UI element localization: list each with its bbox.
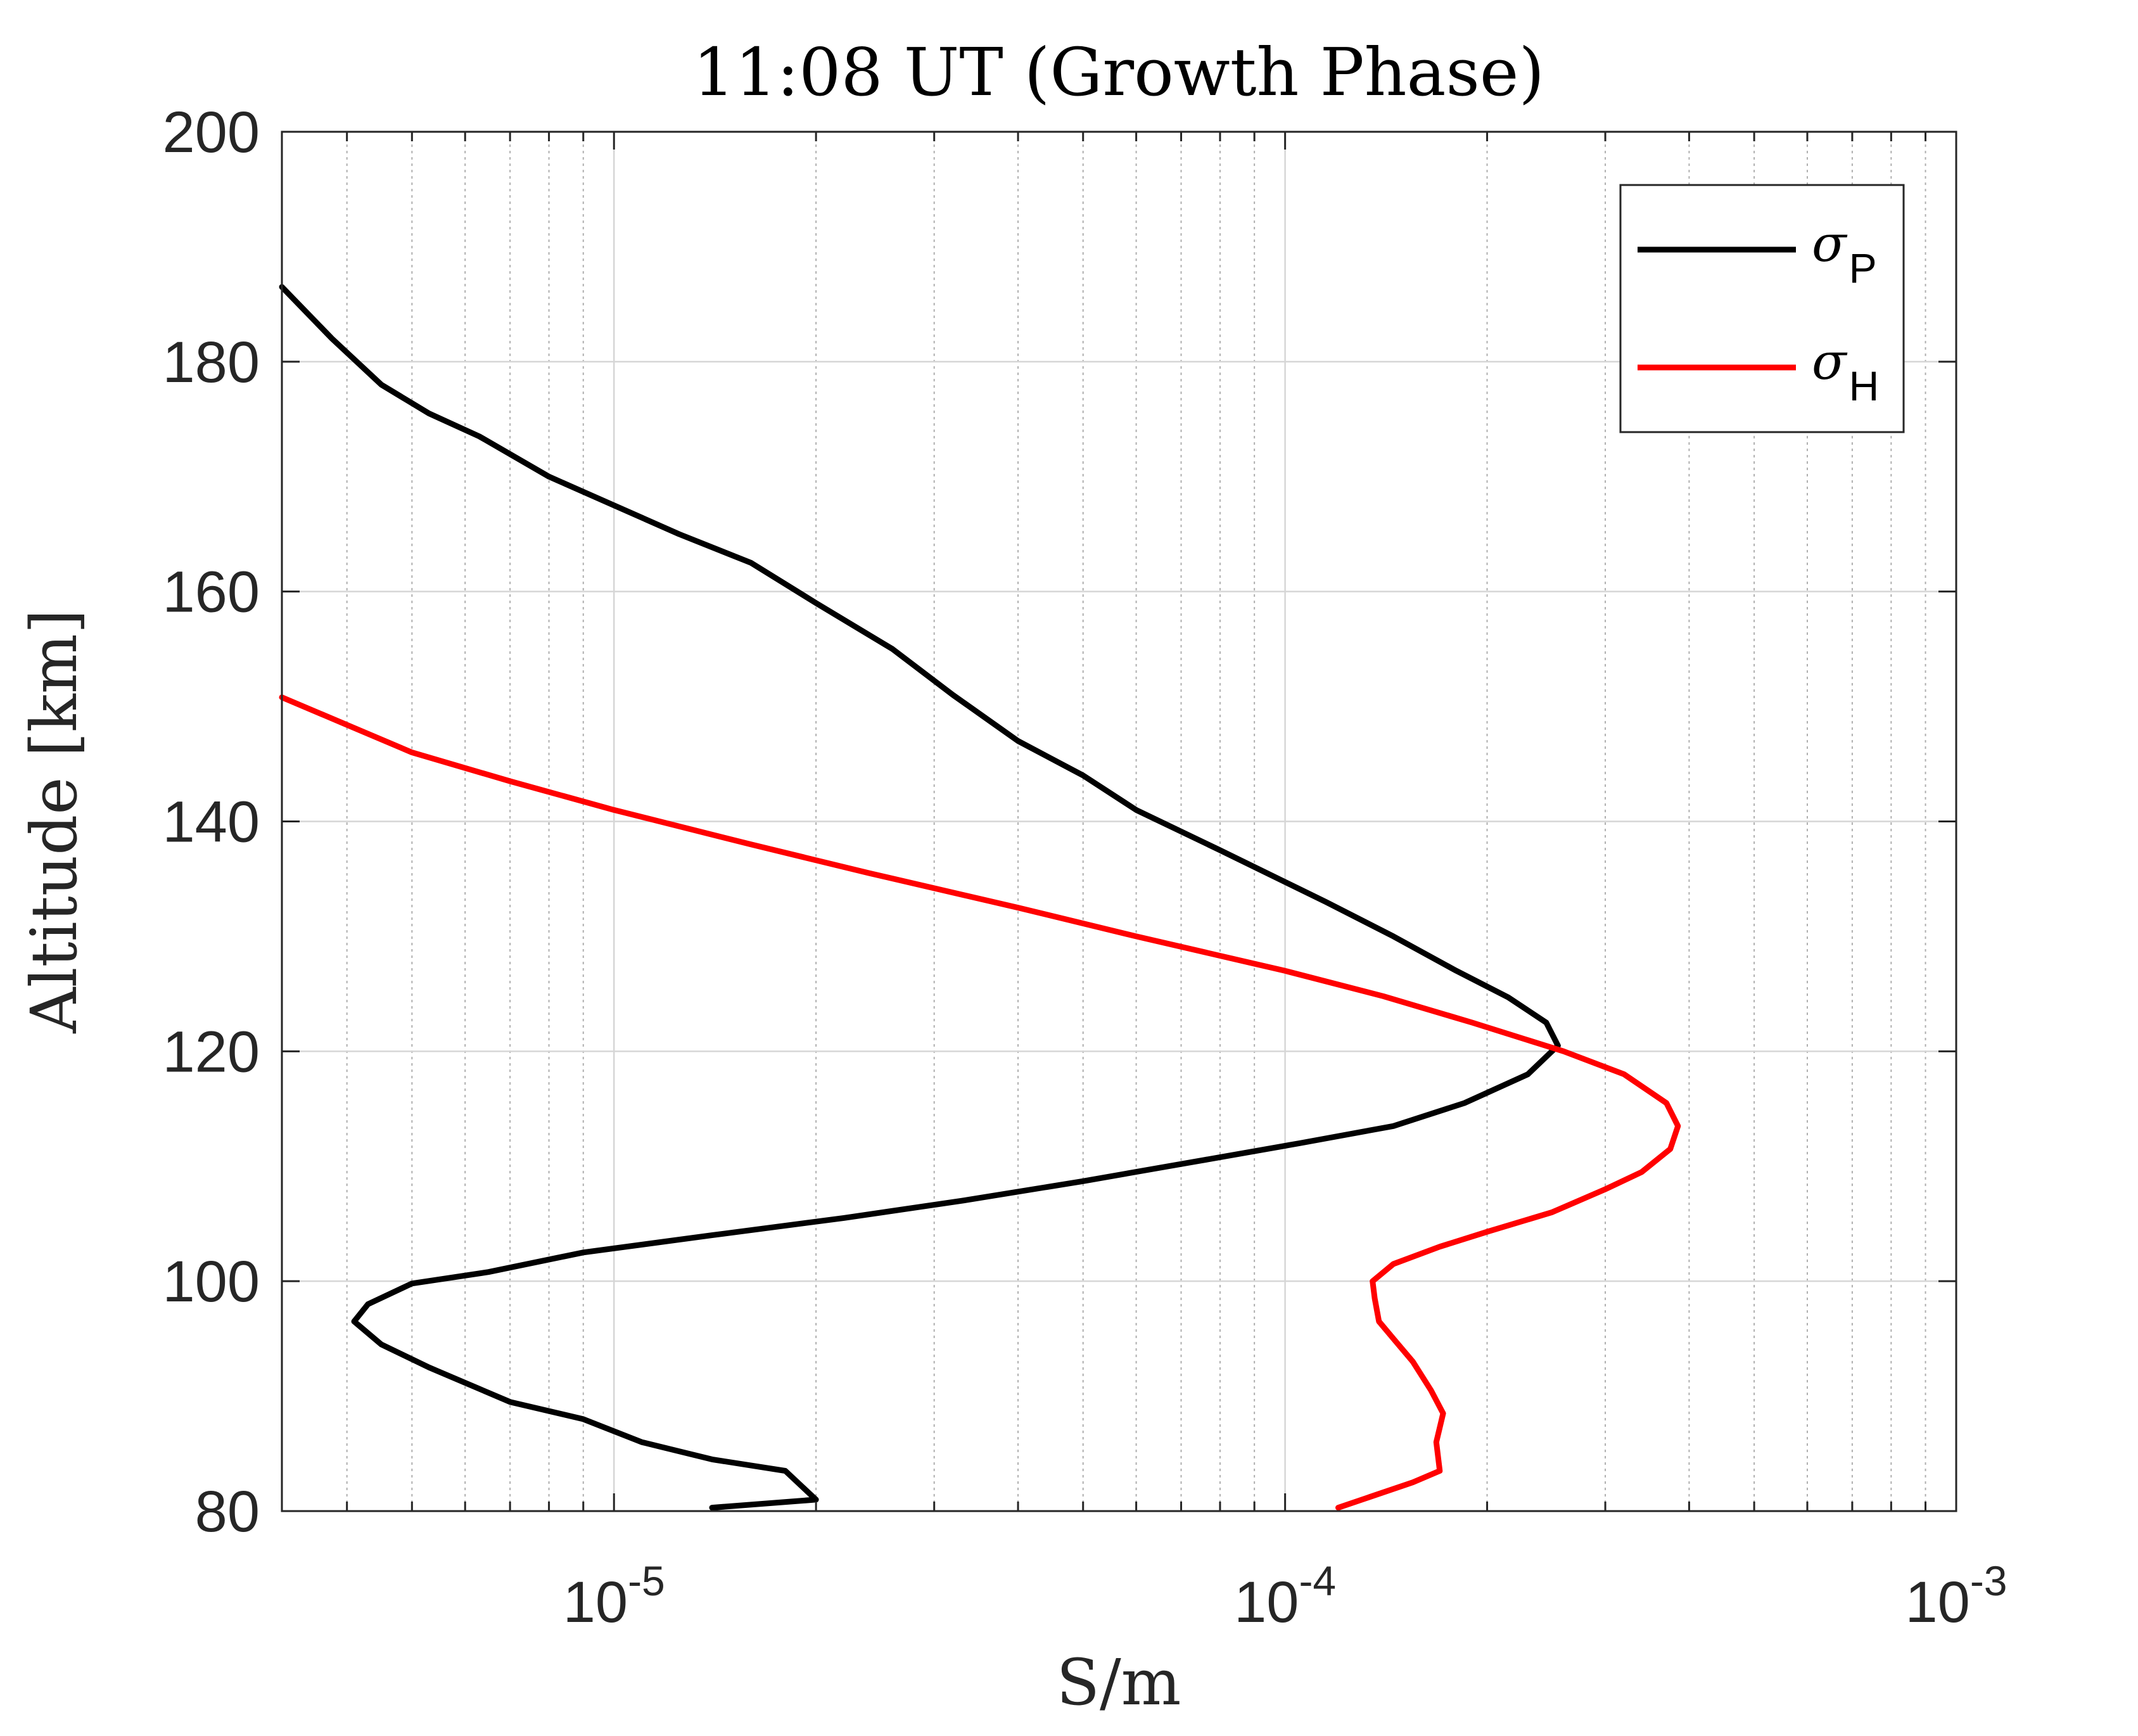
tick-marks [282,131,1957,1512]
y-tick-label: 80 [195,1479,260,1544]
series-layer [279,284,1681,1511]
legend-label-sigma-p: σP [1812,214,1877,291]
legend: σP σH [1619,184,1905,433]
y-tick-label: 160 [163,560,260,625]
legend-box [1619,184,1905,433]
x-tick-label: 10-3 [1905,1557,2007,1635]
legend-label-sigma-h: σH [1812,332,1879,409]
y-tick-label: 100 [163,1249,260,1314]
series-line-sigma-h [279,694,1681,1511]
tick-labels: 80 100 120 140 160 180 200 10-5 10-4 10-3 [163,100,2008,1635]
y-tick-label: 140 [163,790,260,855]
grid [282,132,1956,1511]
x-tick-label: 10-5 [563,1557,665,1635]
y-axis-label: Altitude [km] [17,609,91,1033]
x-axis-label: S/m [1056,1645,1181,1720]
y-tick-label: 120 [163,1019,260,1084]
y-tick-label: 180 [163,330,260,395]
y-tick-label: 200 [163,100,260,165]
series-line-sigma-p [279,284,1561,1511]
chart-title: 11:08 UT (Growth Phase) [693,34,1544,111]
x-tick-label: 10-4 [1234,1557,1336,1635]
